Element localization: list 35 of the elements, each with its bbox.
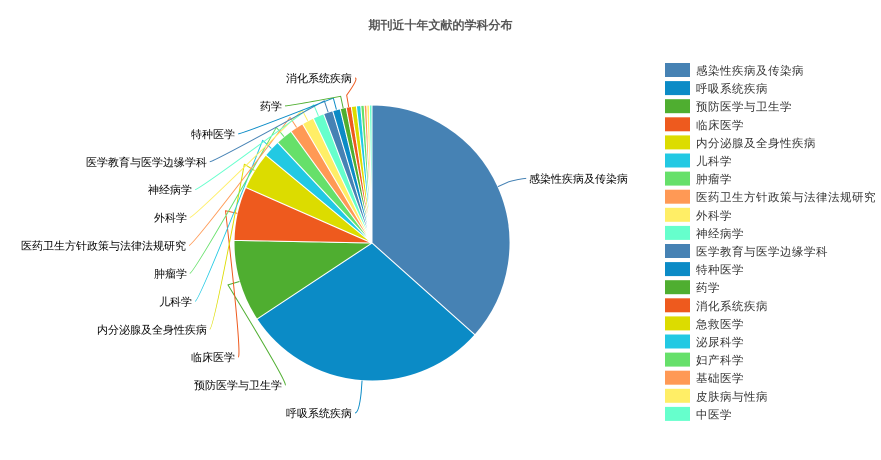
slice-label: 药学 — [260, 100, 282, 113]
legend-label: 急救医学 — [695, 316, 744, 331]
legend-label: 中医学 — [696, 407, 732, 422]
legend-label: 消化系统疾病 — [696, 298, 768, 313]
slice-label: 特种医学 — [191, 128, 236, 141]
legend-label: 肿瘤学 — [696, 172, 732, 186]
slice-label: 神经病学 — [148, 184, 192, 197]
legend-label: 医学教育与医学边缘学科 — [696, 244, 828, 258]
legend-label: 基础医学 — [696, 371, 744, 386]
legend-label: 外科学 — [696, 208, 732, 222]
legend-label: 泌尿科学 — [696, 335, 744, 349]
legend-label: 特种医学 — [696, 262, 744, 277]
slice-label: 肿瘤学 — [154, 267, 187, 280]
legend-label: 药学 — [696, 280, 720, 295]
legend-label: 儿科学 — [696, 154, 732, 168]
legend-label: 预防医学与卫生学 — [696, 100, 792, 114]
slice-label: 预防医学与卫生学 — [194, 379, 282, 392]
chart-title: 期刊近十年文献的学科分布 — [368, 18, 512, 32]
legend-label: 皮肤病与性病 — [696, 389, 768, 404]
legend-label: 神经病学 — [696, 226, 744, 240]
slice-label: 外科学 — [154, 212, 187, 225]
slice-label: 儿科学 — [159, 295, 192, 308]
slice-label: 临床医学 — [191, 351, 236, 364]
slice-label: 内分泌腺及全身性疾病 — [96, 323, 207, 336]
slice-label: 感染性疾病及传染病 — [529, 172, 628, 186]
legend-label: 呼吸系统疾病 — [696, 82, 768, 96]
slice-label: 消化系统疾病 — [286, 72, 352, 85]
slice-label: 医药卫生方针政策与法律法规研究 — [21, 240, 186, 252]
legend-label: 内分泌腺及全身性疾病 — [696, 136, 816, 150]
legend-label: 医药卫生方针政策与法律法规研究 — [696, 190, 876, 204]
slice-label: 呼吸系统疾病 — [286, 407, 352, 420]
slice-label: 医学教育与医学边缘学科 — [86, 156, 207, 169]
legend-label: 临床医学 — [696, 118, 744, 132]
legend-label: 妇产科学 — [696, 353, 744, 368]
legend-label: 感染性疾病及传染病 — [696, 64, 804, 78]
